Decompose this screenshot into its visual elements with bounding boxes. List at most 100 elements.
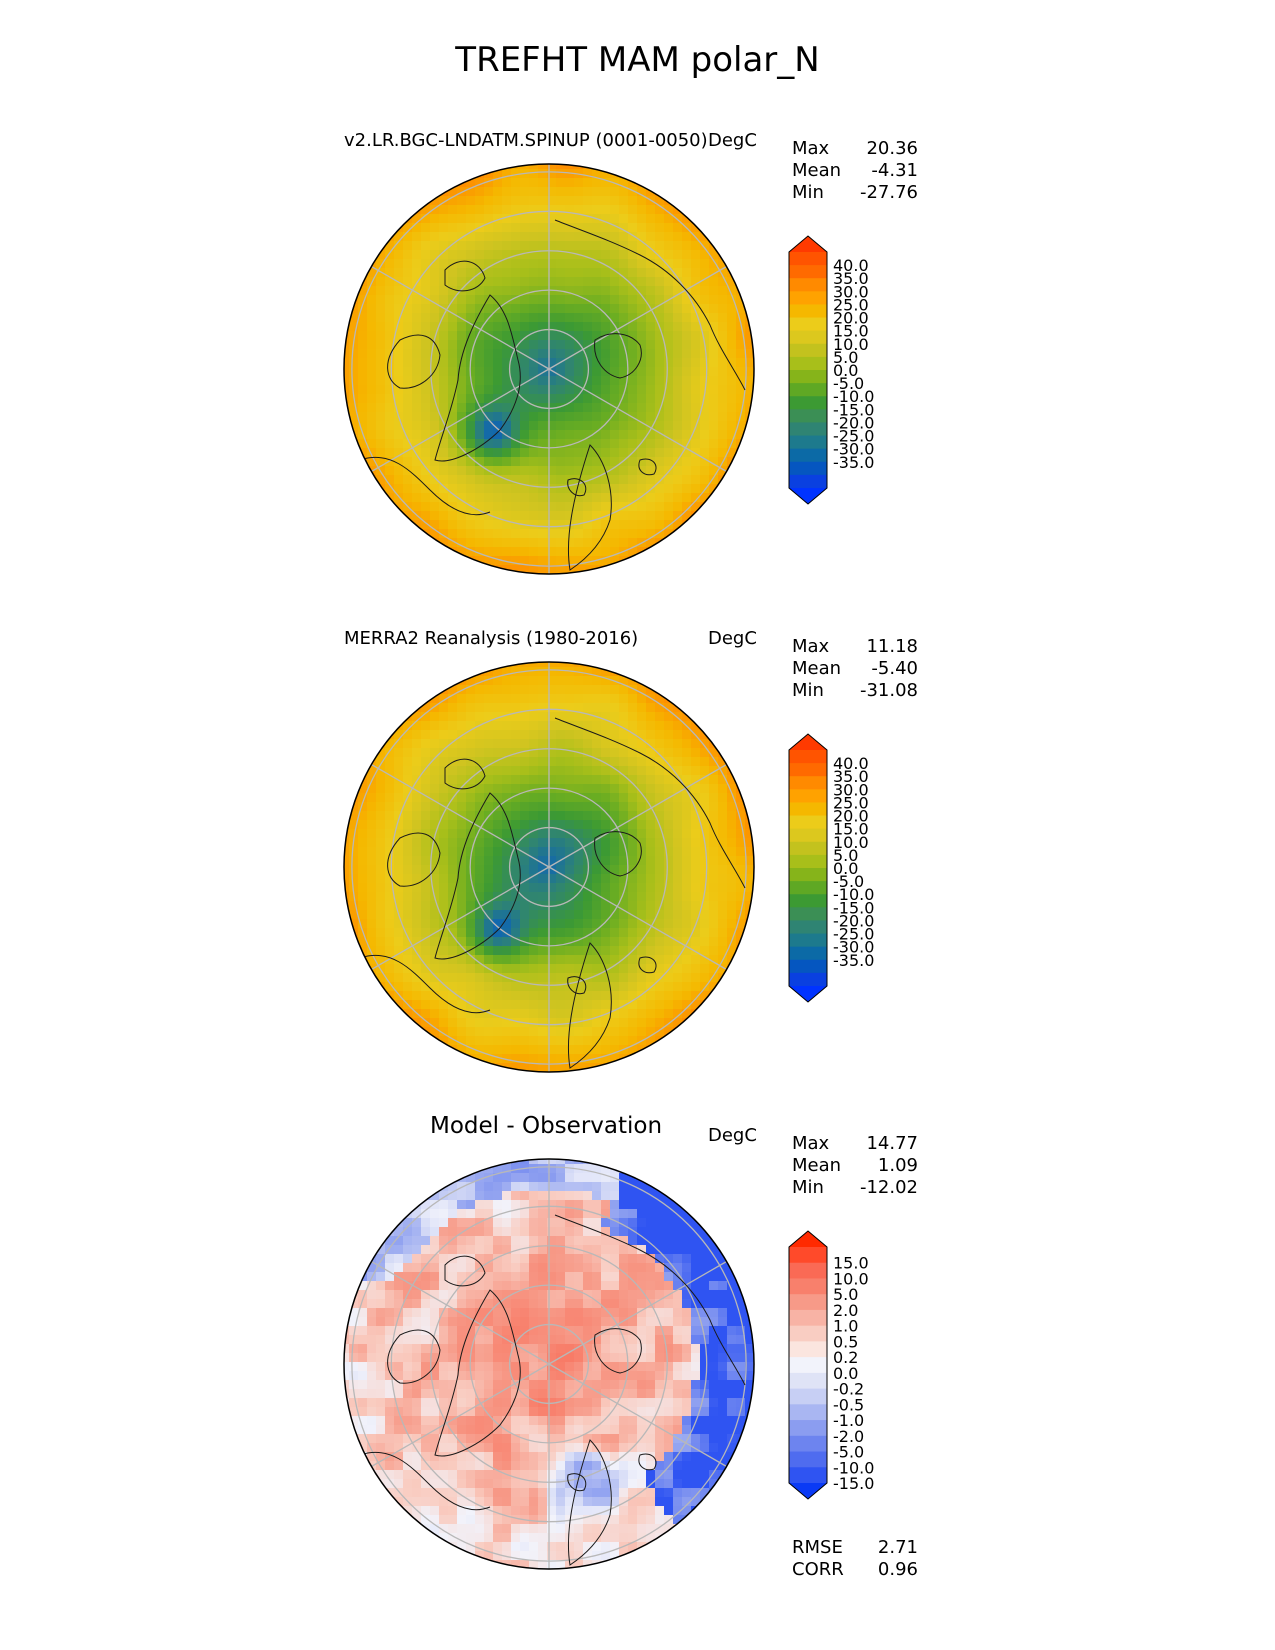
field-cell (457, 739, 467, 749)
field-cell (403, 901, 413, 911)
field-cell (439, 1353, 449, 1363)
field-cell (673, 349, 683, 359)
field-cell (529, 766, 539, 776)
field-cell (628, 928, 638, 938)
field-cell (511, 1191, 521, 1201)
field-cell (430, 376, 440, 386)
field-cell (403, 331, 413, 341)
field-cell (646, 883, 656, 893)
field-cell (439, 757, 449, 767)
field-cell (646, 892, 656, 902)
field-cell (520, 838, 530, 848)
field-cell (466, 739, 476, 749)
field-cell (493, 712, 503, 722)
field-cell (430, 856, 440, 866)
field-cell (565, 178, 575, 188)
field-cell (583, 547, 593, 557)
field-cell (421, 286, 431, 296)
field-cell (520, 946, 530, 956)
field-cell (538, 802, 548, 812)
field-cell (700, 322, 710, 332)
field-cell (466, 928, 476, 938)
field-cell (421, 412, 431, 422)
field-cell (439, 856, 449, 866)
field-cell (655, 829, 665, 839)
field-cell (421, 349, 431, 359)
colorbar-extend-max (789, 236, 827, 252)
field-cell (736, 1308, 746, 1318)
field-cell (457, 538, 467, 548)
field-cell (367, 1263, 377, 1273)
field-cell (610, 982, 620, 992)
field-cell (502, 232, 512, 242)
field-cell (601, 991, 611, 1001)
field-cell (502, 205, 512, 215)
field-cell (529, 892, 539, 902)
field-cell (475, 694, 485, 704)
field-cell (439, 730, 449, 740)
field-cell (673, 304, 683, 314)
field-cell (511, 838, 521, 848)
field-cell (664, 739, 674, 749)
colorbar-segment (789, 802, 827, 817)
field-cell (367, 403, 377, 413)
field-cell (538, 1063, 548, 1072)
field-cell (565, 847, 575, 857)
field-cell (637, 1371, 647, 1381)
field-cell (682, 322, 692, 332)
field-cell (601, 1027, 611, 1037)
field-cell (520, 295, 530, 305)
field-cell (601, 358, 611, 368)
field-cell (439, 1335, 449, 1345)
field-cell (430, 1299, 440, 1309)
field-cell (439, 703, 449, 713)
field-cell (574, 1227, 584, 1237)
field-cell (601, 748, 611, 758)
field-cell (583, 982, 593, 992)
field-cell (403, 946, 413, 956)
field-cell (538, 775, 548, 785)
field-cell (691, 847, 701, 857)
field-cell (682, 919, 692, 929)
field-cell (619, 703, 629, 713)
field-cell (529, 685, 539, 695)
field-cell (664, 286, 674, 296)
field-cell (484, 793, 494, 803)
field-cell (709, 1281, 719, 1291)
field-cell (412, 865, 422, 875)
colorbar-tick-label: 5.0 (833, 846, 858, 865)
field-cell (385, 1000, 395, 1010)
field-cell (403, 874, 413, 884)
meridian-line (371, 763, 550, 868)
field-cell (700, 1371, 710, 1381)
field-cell (394, 1326, 404, 1336)
field-cell (709, 385, 719, 395)
field-cell (583, 1045, 593, 1055)
field-cell (403, 1263, 413, 1273)
field-cell (583, 457, 593, 467)
field-cell (475, 430, 485, 440)
field-cell (421, 367, 431, 377)
field-cell (709, 829, 719, 839)
field-cell (646, 937, 656, 947)
field-cell (439, 529, 449, 539)
field-cell (448, 394, 458, 404)
field-cell (574, 205, 584, 215)
field-cell (619, 973, 629, 983)
field-cell (412, 793, 422, 803)
field-cell (376, 430, 386, 440)
field-cell (718, 439, 728, 449)
field-cell (655, 1263, 665, 1273)
field-cell (592, 520, 602, 530)
field-cell (484, 223, 494, 233)
field-cell (601, 1281, 611, 1291)
field-cell (610, 187, 620, 197)
field-cell (430, 721, 440, 731)
field-cell (457, 1407, 467, 1417)
field-cell (385, 313, 395, 323)
field-cell (628, 385, 638, 395)
field-cell (547, 466, 557, 476)
field-cell (556, 403, 566, 413)
field-cell (439, 313, 449, 323)
colorbar-observation: 40.035.030.025.020.015.010.05.00.0-5.0-1… (788, 733, 874, 1003)
